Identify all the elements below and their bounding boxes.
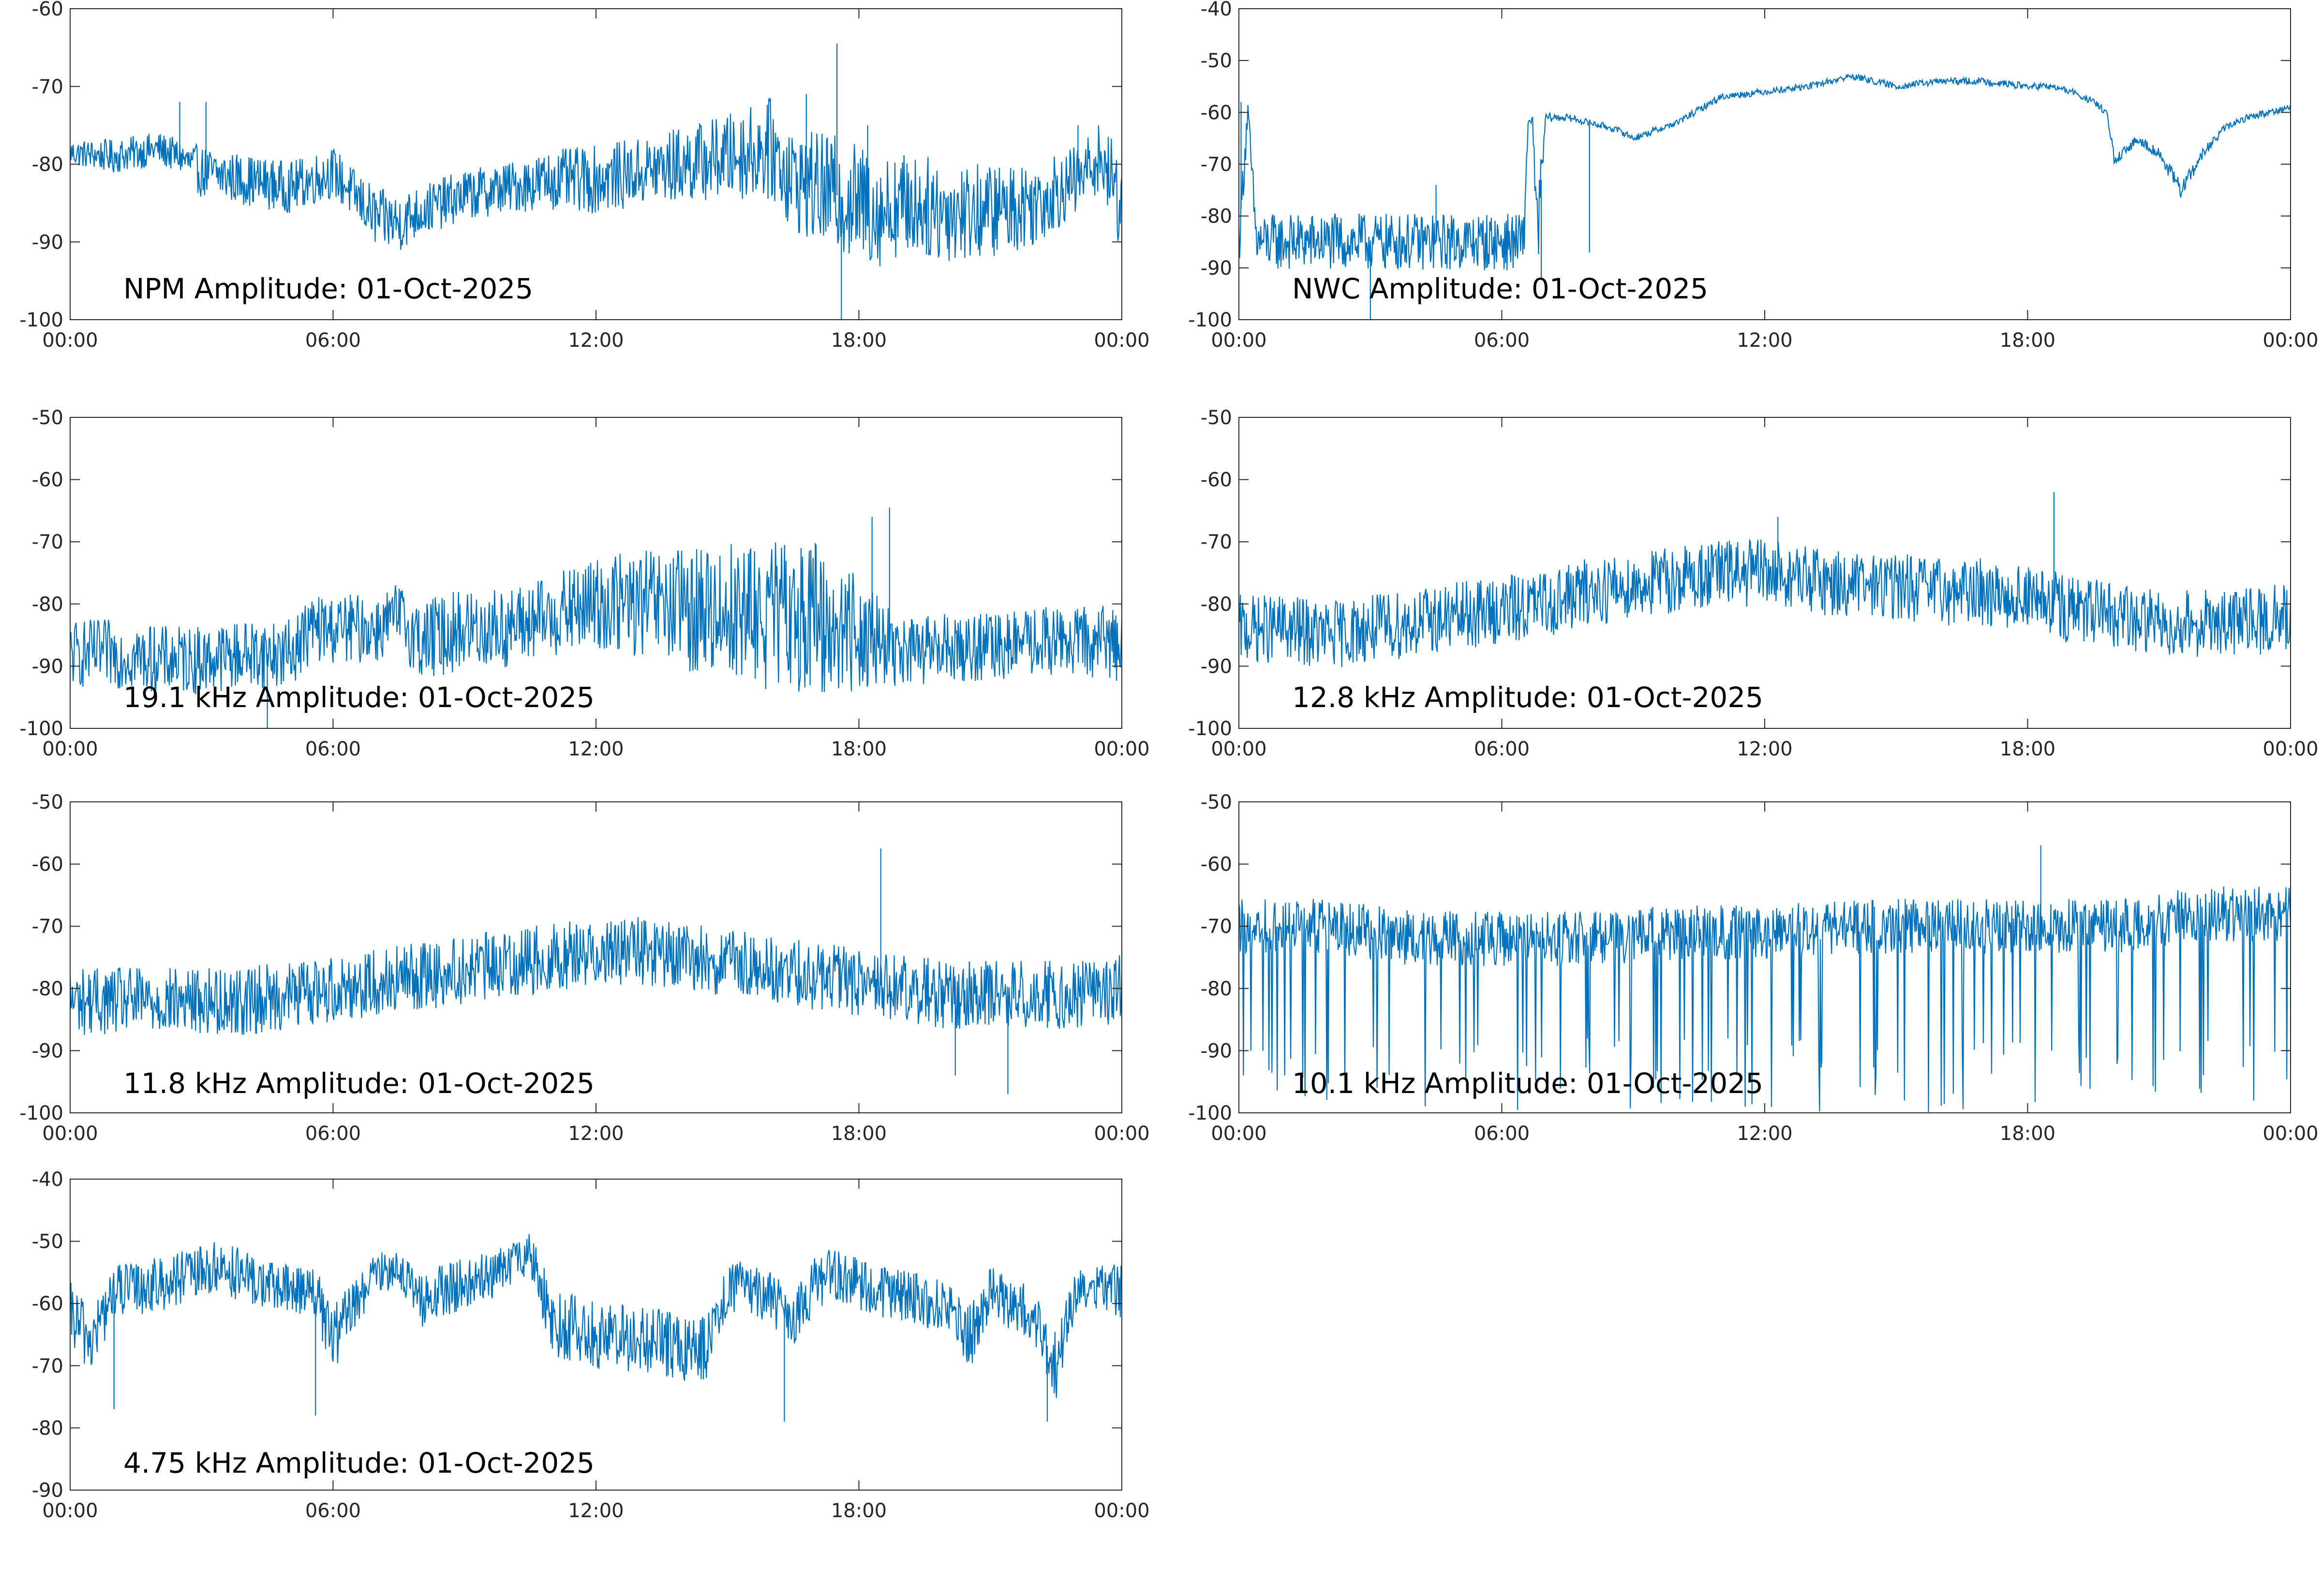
data-series-line [70, 917, 1122, 1035]
x-tick-label: 12:00 [568, 1500, 624, 1522]
x-tick-label: 12:00 [1737, 329, 1792, 352]
y-tick-label: -50 [1201, 791, 1232, 813]
y-tick-label: -50 [1201, 50, 1232, 72]
y-tick-label: -70 [1201, 916, 1232, 938]
chart-panel-10-1-khz: -100 -90 -80 -70 -60 -50 00:00 06:00 12:00 18:00 0… [1188, 791, 2318, 1145]
x-tick-label: 06:00 [305, 1123, 361, 1145]
x-tick-label: 18:00 [2000, 738, 2055, 760]
x-tick-label: 00:00 [1211, 738, 1266, 760]
x-tick-label: 12:00 [568, 1123, 624, 1145]
chart-title: 19.1 kHz Amplitude: 01-Oct-2025 [123, 681, 595, 714]
y-tick-label: -90 [1201, 257, 1232, 280]
y-tick-label: -60 [1201, 854, 1232, 876]
x-tick-label: 06:00 [1474, 329, 1530, 352]
x-tick-label: 06:00 [1474, 738, 1530, 760]
y-tick-label: -100 [19, 718, 63, 740]
y-tick-label: -80 [32, 154, 63, 176]
y-tick-label: -90 [32, 231, 63, 253]
x-tick-label: 18:00 [831, 1123, 887, 1145]
y-tick-label: -60 [32, 0, 63, 20]
x-tick-label: 00:00 [1094, 738, 1149, 760]
y-tick-label: -100 [1188, 309, 1232, 331]
x-tick-label: 00:00 [2262, 738, 2318, 760]
y-tick-label: -80 [32, 1417, 63, 1439]
chart-title: NWC Amplitude: 01-Oct-2025 [1292, 272, 1708, 305]
y-tick-label: -50 [1201, 407, 1232, 429]
chart-title: 10.1 kHz Amplitude: 01-Oct-2025 [1292, 1067, 1763, 1100]
chart-title: NPM Amplitude: 01-Oct-2025 [123, 272, 533, 305]
chart-panel-4-75-khz: -90 -80 -70 -60 -50 -40 00:00 06:00 12:00 18:00 00… [32, 1168, 1150, 1522]
data-series-line [70, 1234, 1122, 1398]
x-tick-label: 00:00 [1211, 329, 1266, 352]
x-tick-label: 18:00 [831, 329, 887, 352]
y-tick-label: -90 [32, 655, 63, 678]
y-tick-label: -80 [32, 978, 63, 1000]
data-series-line [1239, 886, 2291, 1112]
x-tick-label: 18:00 [2000, 329, 2055, 352]
x-tick-label: 12:00 [568, 738, 624, 760]
y-tick-label: -80 [32, 593, 63, 616]
x-tick-label: 18:00 [831, 1500, 887, 1522]
y-tick-label: -90 [1201, 655, 1232, 678]
y-tick-label: -60 [32, 1293, 63, 1315]
x-tick-label: 00:00 [42, 1500, 98, 1522]
y-tick-label: -100 [1188, 718, 1232, 740]
y-tick-label: -70 [1201, 154, 1232, 176]
data-series-line [1239, 73, 2291, 270]
y-tick-label: -90 [32, 1479, 63, 1502]
x-tick-label: 12:00 [1737, 1123, 1792, 1145]
x-tick-label: 18:00 [831, 738, 887, 760]
x-tick-label: 00:00 [2262, 1123, 2318, 1145]
chart-panel-19-1-khz: -100 -90 -80 -70 -60 -50 00:00 06:00 12:00 18:00 0… [19, 407, 1149, 760]
y-tick-label: -70 [32, 916, 63, 938]
chart-panel-nwc: -100 -90 -80 -70 -60 -50 -40 00:00 06:00 12:00 18:… [1188, 0, 2318, 352]
chart-title: 12.8 kHz Amplitude: 01-Oct-2025 [1292, 681, 1763, 714]
x-tick-label: 06:00 [305, 738, 361, 760]
x-tick-label: 00:00 [1094, 1123, 1149, 1145]
y-tick-label: -80 [1201, 978, 1232, 1000]
chart-panel-npm: -100 -90 -80 -70 -60 00:00 06:00 12:00 18:00 00:0… [19, 0, 1149, 352]
x-tick-label: 00:00 [1094, 329, 1149, 352]
x-tick-label: 00:00 [2262, 329, 2318, 352]
chart-panel-11-8-khz: -100 -90 -80 -70 -60 -50 00:00 06:00 12:00 18:00 0… [19, 791, 1149, 1145]
x-tick-label: 12:00 [1737, 738, 1792, 760]
x-tick-label: 06:00 [305, 329, 361, 352]
chart-title: 11.8 kHz Amplitude: 01-Oct-2025 [123, 1067, 595, 1100]
y-tick-label: -60 [32, 469, 63, 491]
y-tick-label: -50 [32, 1231, 63, 1253]
x-tick-label: 00:00 [42, 738, 98, 760]
x-tick-label: 00:00 [1211, 1123, 1266, 1145]
x-tick-label: 06:00 [305, 1500, 361, 1522]
x-tick-label: 00:00 [1094, 1500, 1149, 1522]
y-tick-label: -60 [32, 854, 63, 876]
y-tick-label: -100 [19, 1102, 63, 1124]
y-tick-label: -100 [19, 309, 63, 331]
chart-panel-12-8-khz: -100 -90 -80 -70 -60 -50 00:00 06:00 12:00 18:00 0… [1188, 407, 2318, 760]
y-tick-label: -90 [32, 1040, 63, 1062]
y-tick-label: -90 [1201, 1040, 1232, 1062]
y-tick-label: -100 [1188, 1102, 1232, 1124]
y-tick-label: -60 [1201, 469, 1232, 491]
y-tick-label: -50 [32, 791, 63, 813]
y-tick-label: -50 [32, 407, 63, 429]
y-tick-label: -70 [32, 531, 63, 553]
y-tick-label: -70 [32, 1355, 63, 1377]
y-tick-label: -70 [1201, 531, 1232, 553]
y-tick-label: -70 [32, 76, 63, 98]
y-tick-label: -40 [32, 1168, 63, 1191]
x-tick-label: 12:00 [568, 329, 624, 352]
y-tick-label: -80 [1201, 593, 1232, 616]
data-series-line [70, 98, 1122, 266]
x-tick-label: 18:00 [2000, 1123, 2055, 1145]
y-tick-label: -60 [1201, 102, 1232, 124]
x-tick-label: 00:00 [42, 329, 98, 352]
x-tick-label: 06:00 [1474, 1123, 1530, 1145]
data-series-line [70, 542, 1122, 695]
x-tick-label: 00:00 [42, 1123, 98, 1145]
y-tick-label: -40 [1201, 0, 1232, 20]
chart-title: 4.75 kHz Amplitude: 01-Oct-2025 [123, 1447, 595, 1479]
y-tick-label: -80 [1201, 206, 1232, 228]
data-series-line [1239, 538, 2291, 667]
